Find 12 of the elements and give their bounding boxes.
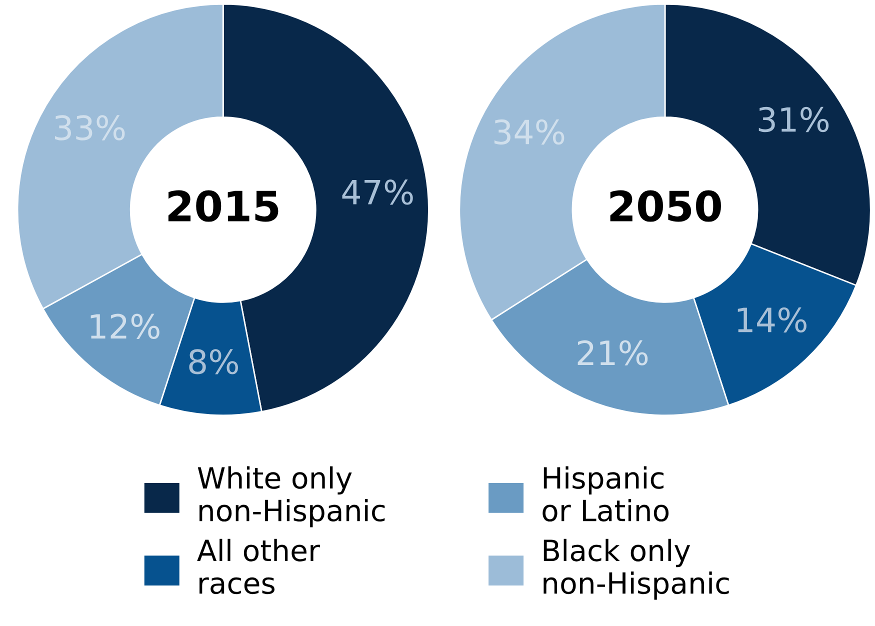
data-label: 21% — [578, 340, 648, 366]
text: 2015 — [168, 190, 278, 222]
legend-label: White only non-Hispanic — [198, 466, 385, 528]
data-label: 12% — [90, 314, 160, 339]
data-label: 14% — [738, 307, 806, 333]
data-label: 8% — [189, 349, 238, 374]
legend-label: All other races — [197, 538, 320, 594]
legend-label: Black only non-Hispanic — [544, 538, 729, 600]
data-label: 47% — [342, 180, 413, 205]
text: 2050 — [610, 190, 721, 222]
data-label: 31% — [758, 106, 829, 132]
legend-label: Hispanic or Latino — [542, 466, 669, 522]
